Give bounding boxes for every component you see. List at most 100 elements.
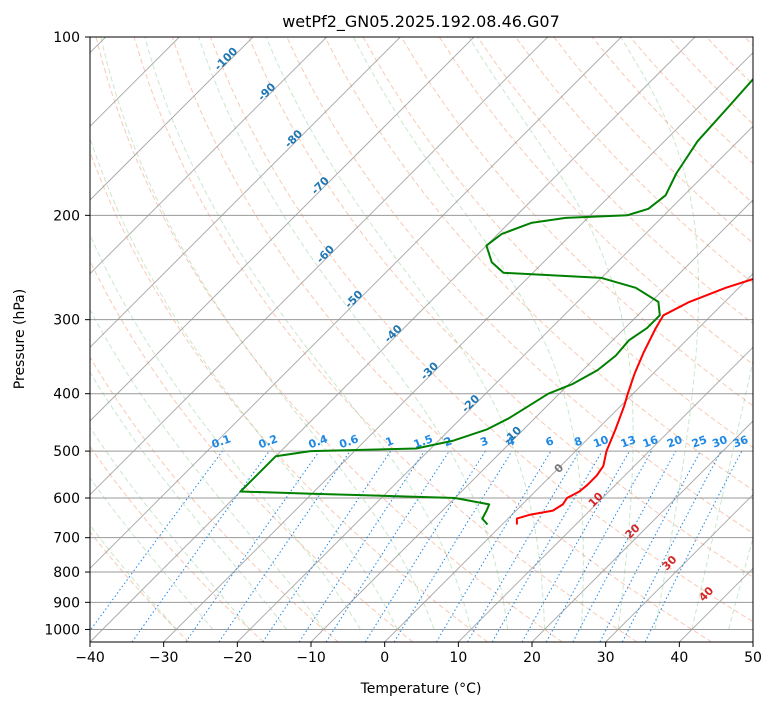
y-tick-label: 1000 [44,622,80,638]
isotherm-line [531,420,753,642]
moist-adiabat-line [691,358,753,630]
mixing-ratio-line [599,450,701,642]
mixing-ratio-label: 0.1 [210,432,233,451]
mixing-ratio-label: 20 [665,433,684,451]
moist-adiabat-line [90,371,288,630]
y-tick-label: 800 [53,565,80,581]
isotherm-label: -10 [501,424,524,447]
isotherm-line [384,272,753,642]
isotherm-line [90,37,549,496]
moist-adiabat-line [620,37,700,630]
dry-adiabat-line [438,37,753,366]
dry-adiabat-line [90,259,414,642]
mixing-ratio-line [218,450,351,642]
y-tick-label: 200 [53,208,80,224]
mixing-ratio-line [545,450,653,642]
y-tick-label: 100 [53,30,80,46]
x-tick-label: −30 [149,650,179,666]
isotherm-line [752,641,753,642]
moist-adiabat-line [90,426,251,630]
mixing-ratio-line [131,450,270,642]
dry-adiabat-line [591,37,753,204]
chart-title: wetPf2_GN05.2025.192.08.46.G07 [282,12,560,32]
moist-adiabat-line [265,37,546,630]
x-axis-title: Temperature (°C) [360,681,482,697]
mixing-ratio-label: 25 [690,433,709,450]
dry-adiabat-line [248,37,753,578]
dry-adiabat-line [362,37,753,449]
moist-adiabat-line [90,477,214,630]
moist-adiabat-line [144,37,472,630]
mixing-ratio-line [621,450,722,642]
isotherm-line [90,37,328,275]
x-tick-label: −10 [296,650,326,666]
isotherm-label: -50 [342,288,365,311]
x-tick-label: −40 [75,650,105,666]
mixing-ratio-label: 10 [592,433,611,451]
x-tick-label: 0 [380,650,389,666]
moist-adiabat-label: 10 [586,490,606,510]
isotherm-line [163,51,753,642]
mixing-ratio-label: 8 [572,434,584,449]
isotherm-line [90,37,622,570]
mixing-ratio-label: 36 [731,433,750,451]
mixing-ratio-label: 30 [710,433,729,451]
moist-adiabat-line [728,536,753,630]
moist-adiabat-label: 40 [696,584,716,604]
mixing-ratio-line [467,450,580,642]
dry-adiabat-line [210,37,753,623]
mixing-ratio-line [298,450,425,642]
dry-adiabat-line [90,445,264,642]
isotherm-label: -60 [314,242,337,265]
mixing-ratio-label: 16 [641,433,660,451]
moist-adiabat-line [100,37,435,630]
isotherm-label: -20 [459,392,482,415]
mixing-ratio-line [325,450,450,642]
moist-adiabat-line [90,136,398,630]
isotherm-label: -40 [382,322,405,345]
y-tick-label: 900 [53,595,80,611]
dry-adiabat-line [515,37,753,284]
dewpoint-profile-line [239,77,753,526]
x-tick-label: 10 [449,650,467,666]
x-tick-label: 20 [523,650,541,666]
mixing-ratio-line [262,450,392,642]
mixing-ratio-label: 0.4 [307,432,330,451]
isotherm-label: -70 [309,174,332,197]
x-tick-label: 50 [744,650,762,666]
mixing-ratio-label: 0.6 [338,432,361,451]
isotherm-line [90,37,401,349]
moist-adiabat-line [90,233,361,630]
y-tick-label: 700 [53,531,80,547]
isotherm-line [605,493,753,642]
mixing-ratio-label: 0.2 [257,432,280,451]
mixing-ratio-line [90,450,223,632]
mixing-ratio-label: 1 [384,434,396,449]
y-tick-label: 600 [53,491,80,507]
mixing-ratio-line [185,450,320,642]
dry-adiabat-line [400,37,753,407]
isotherm-label: -80 [282,127,305,150]
moist-adiabat-label: 0 [552,461,567,476]
mixing-ratio-label: 6 [544,434,556,449]
moist-adiabat-line [468,37,634,630]
isotherm-label: -90 [255,80,278,103]
dry-adiabat-line [324,37,753,491]
dry-adiabat-line [553,37,753,244]
dry-adiabat-line [95,37,563,642]
isotherm-line [90,37,254,201]
moist-adiabat-label: 20 [623,521,643,541]
mixing-ratio-line [393,450,513,642]
y-tick-label: 500 [53,444,80,460]
isotherm-line [236,125,753,642]
mixing-ratio-line [521,450,630,642]
moist-adiabat-label: 30 [660,553,680,573]
mixing-ratio-label: 13 [619,433,638,450]
mixing-ratio-line [572,450,677,642]
dry-adiabat-line [90,531,190,642]
y-axis-title: Pressure (hPa) [12,289,28,389]
dry-adiabat-line [133,37,638,642]
temperature-profile-line [515,277,753,525]
isotherm-label: -100 [212,44,241,73]
x-tick-label: 30 [597,650,615,666]
